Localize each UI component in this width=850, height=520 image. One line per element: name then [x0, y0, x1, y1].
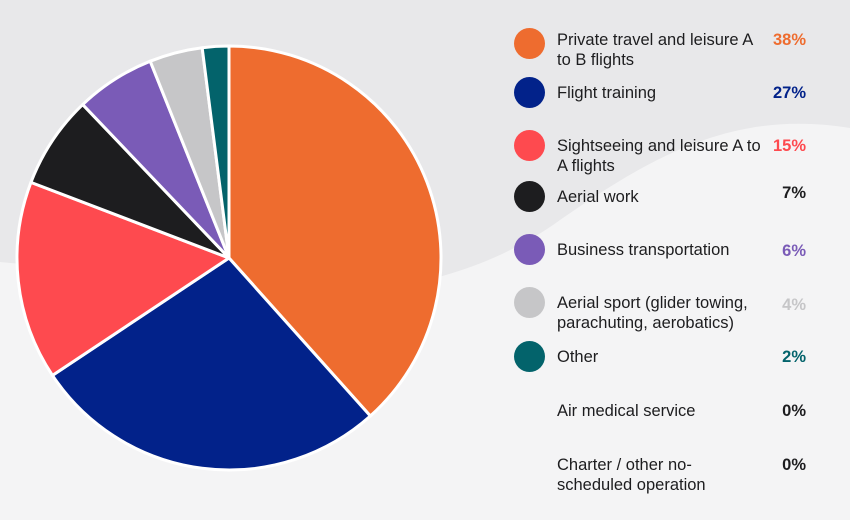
legend-marker: [514, 28, 545, 59]
pie-slice: [15, 180, 231, 377]
legend-label: Flight training: [557, 84, 657, 102]
pie-slice: [200, 44, 231, 260]
legend-label: Business transportation: [557, 241, 730, 259]
pie-slices: [15, 44, 443, 472]
value-label: 4%: [782, 296, 806, 314]
value-label: 2%: [782, 348, 806, 366]
legend-marker: [514, 341, 545, 372]
legend-label: Sightseeing and leisure A to A flights: [557, 137, 761, 175]
value-label: 6%: [782, 242, 806, 260]
legend-marker: [514, 77, 545, 108]
value-label: 0%: [782, 456, 806, 474]
legend-label: Private travel and leisure A to B flight…: [557, 31, 753, 69]
pie-slice: [227, 44, 443, 418]
legend-label: Aerial work: [557, 188, 639, 206]
legend-marker: [514, 181, 545, 212]
legend-marker: [514, 287, 545, 318]
legend-label: Other: [557, 348, 599, 366]
legend-marker: [514, 234, 545, 265]
pie-slice: [51, 256, 372, 472]
legend-label: Aerial sport (glider towing, parachuting…: [557, 294, 748, 332]
value-label: 7%: [782, 184, 806, 202]
value-label: 27%: [772, 84, 806, 102]
legend-label: Charter / other no-scheduled operation: [557, 456, 706, 494]
legend-label: Air medical service: [557, 402, 696, 420]
value-label: 0%: [782, 402, 806, 420]
value-label: 38%: [772, 31, 806, 49]
value-label: 15%: [772, 137, 806, 155]
legend-marker: [514, 130, 545, 161]
